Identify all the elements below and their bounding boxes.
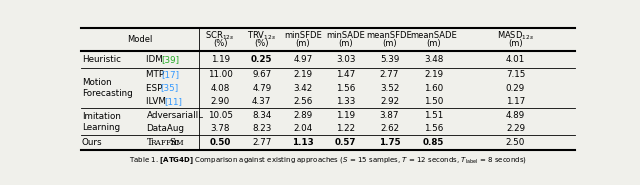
Text: minSADE: minSADE (326, 31, 365, 40)
Text: 0.50: 0.50 (209, 138, 231, 147)
Text: 2.77: 2.77 (380, 70, 399, 79)
Text: S: S (170, 138, 175, 147)
Text: 3.78: 3.78 (211, 124, 230, 133)
Text: MASD$_{12s}$: MASD$_{12s}$ (497, 29, 534, 42)
Text: 0.25: 0.25 (251, 55, 273, 64)
Text: ILVM: ILVM (147, 97, 169, 106)
Text: [35]: [35] (161, 84, 179, 92)
Text: (m): (m) (339, 39, 353, 48)
Text: (%): (%) (255, 39, 269, 48)
Text: 2.19: 2.19 (293, 70, 312, 79)
Text: meanSFDE: meanSFDE (367, 31, 412, 40)
Text: 1.75: 1.75 (379, 138, 400, 147)
Text: 2.77: 2.77 (252, 138, 271, 147)
Text: 1.19: 1.19 (211, 55, 230, 64)
Text: 1.51: 1.51 (424, 111, 444, 120)
Text: Table 1. $\bf{[ATG4D]}$ Comparison against existing approaches ($S$ = 15 samples: Table 1. $\bf{[ATG4D]}$ Comparison again… (129, 155, 527, 166)
Text: MTP: MTP (147, 70, 167, 79)
Text: 0.29: 0.29 (506, 84, 525, 92)
Text: 4.08: 4.08 (211, 84, 230, 92)
Text: [17]: [17] (161, 70, 179, 79)
Text: meanSADE: meanSADE (410, 31, 457, 40)
Text: Model: Model (127, 35, 152, 44)
Text: 2.04: 2.04 (293, 124, 312, 133)
Text: 2.29: 2.29 (506, 124, 525, 133)
Text: AdversarialIL: AdversarialIL (147, 111, 204, 120)
Text: (m): (m) (296, 39, 310, 48)
Text: 4.97: 4.97 (293, 55, 312, 64)
Text: TRV$_{12s}$: TRV$_{12s}$ (247, 29, 276, 42)
Text: Motion
Forecasting: Motion Forecasting (82, 78, 132, 98)
Text: 0.57: 0.57 (335, 138, 356, 147)
Text: RAFFIC: RAFFIC (150, 139, 180, 147)
Text: 0.85: 0.85 (423, 138, 444, 147)
Text: 3.87: 3.87 (380, 111, 399, 120)
Text: 1.56: 1.56 (424, 124, 444, 133)
Text: 2.90: 2.90 (211, 97, 230, 106)
Text: 2.89: 2.89 (293, 111, 312, 120)
Text: (%): (%) (213, 39, 227, 48)
Text: 3.52: 3.52 (380, 84, 399, 92)
Text: 2.62: 2.62 (380, 124, 399, 133)
Text: 1.50: 1.50 (424, 97, 444, 106)
Text: 8.23: 8.23 (252, 124, 271, 133)
Text: Ours: Ours (82, 138, 102, 147)
Text: IM: IM (173, 139, 184, 147)
Text: 1.60: 1.60 (424, 84, 444, 92)
Text: T: T (147, 138, 152, 147)
Text: Heuristic: Heuristic (82, 55, 121, 64)
Text: [39]: [39] (161, 55, 179, 64)
Text: 7.15: 7.15 (506, 70, 525, 79)
Text: Imitation
Learning: Imitation Learning (82, 112, 121, 132)
Text: 3.03: 3.03 (336, 55, 355, 64)
Text: 1.47: 1.47 (336, 70, 355, 79)
Text: 1.56: 1.56 (336, 84, 355, 92)
Text: 1.22: 1.22 (336, 124, 355, 133)
Text: (m): (m) (382, 39, 397, 48)
Text: 1.13: 1.13 (292, 138, 314, 147)
Text: 2.50: 2.50 (506, 138, 525, 147)
Text: 4.89: 4.89 (506, 111, 525, 120)
Text: 3.42: 3.42 (293, 84, 312, 92)
Text: DataAug: DataAug (147, 124, 184, 133)
Text: 11.00: 11.00 (208, 70, 232, 79)
Text: 1.19: 1.19 (336, 111, 355, 120)
Text: ESP: ESP (147, 84, 166, 92)
Text: [11]: [11] (164, 97, 182, 106)
Text: 10.05: 10.05 (207, 111, 232, 120)
Text: 4.79: 4.79 (252, 84, 271, 92)
Text: SCR$_{12s}$: SCR$_{12s}$ (205, 29, 235, 42)
Text: IDM: IDM (147, 55, 166, 64)
Text: 2.19: 2.19 (424, 70, 444, 79)
Text: 2.92: 2.92 (380, 97, 399, 106)
Text: 4.01: 4.01 (506, 55, 525, 64)
Text: 2.56: 2.56 (293, 97, 312, 106)
Text: (m): (m) (508, 39, 523, 48)
Text: 5.39: 5.39 (380, 55, 399, 64)
Text: 9.67: 9.67 (252, 70, 271, 79)
Text: 1.33: 1.33 (336, 97, 355, 106)
Text: 3.48: 3.48 (424, 55, 444, 64)
Text: 1.17: 1.17 (506, 97, 525, 106)
Text: minSFDE: minSFDE (284, 31, 322, 40)
Text: 4.37: 4.37 (252, 97, 271, 106)
Text: (m): (m) (426, 39, 441, 48)
Text: 8.34: 8.34 (252, 111, 271, 120)
